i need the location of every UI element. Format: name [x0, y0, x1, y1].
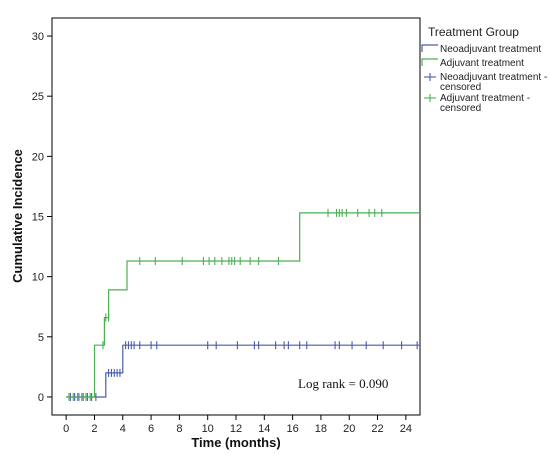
legend-title: Treatment Group: [428, 25, 519, 39]
x-tick-label: 20: [343, 423, 355, 435]
y-tick-label: 5: [38, 332, 44, 344]
y-axis: 0 5 10 15 20 25 30: [32, 31, 52, 404]
x-tick-label: 12: [230, 423, 242, 435]
legend: Treatment Group Neoadjuvant treatment Adj…: [421, 25, 547, 114]
legend-label: Neoadjuvant treatment -: [440, 72, 547, 83]
plot-area: [51, 17, 421, 416]
y-tick-label: 30: [32, 31, 44, 43]
legend-swatch-neo-line: [421, 44, 438, 52]
y-tick-label: 0: [38, 392, 44, 404]
legend-label: censored: [440, 82, 481, 93]
x-tick-label: 2: [91, 423, 97, 435]
log-rank-annotation: Log rank = 0.090: [298, 376, 388, 391]
x-tick-label: 8: [176, 423, 182, 435]
legend-label: censored: [440, 103, 481, 114]
series-line-adj: [66, 212, 420, 398]
x-tick-label: 22: [371, 423, 383, 435]
legend-label: Adjuvant treatment: [440, 58, 524, 69]
x-axis: 0 2 4 6 8 10 12 14 16 18 20 22 24: [63, 415, 412, 435]
y-tick-label: 20: [32, 151, 44, 163]
x-tick-label: 6: [148, 423, 154, 435]
series-layer: [66, 208, 420, 401]
x-tick-label: 10: [202, 423, 214, 435]
x-axis-title: Time (months): [191, 435, 280, 450]
x-tick-label: 4: [120, 423, 126, 435]
legend-label: Adjuvant treatment -: [440, 93, 530, 104]
x-tick-label: 24: [400, 423, 412, 435]
x-tick-label: 16: [286, 423, 298, 435]
y-tick-label: 15: [32, 212, 44, 224]
y-axis-title: Cumulative Incidence: [10, 149, 25, 283]
legend-label: Neoadjuvant treatment: [440, 44, 541, 55]
legend-swatch-adj-line: [421, 58, 438, 66]
x-tick-label: 14: [258, 423, 270, 435]
x-tick-label: 18: [315, 423, 327, 435]
y-tick-label: 10: [32, 272, 44, 284]
x-tick-label: 0: [63, 423, 69, 435]
y-tick-label: 25: [32, 91, 44, 103]
